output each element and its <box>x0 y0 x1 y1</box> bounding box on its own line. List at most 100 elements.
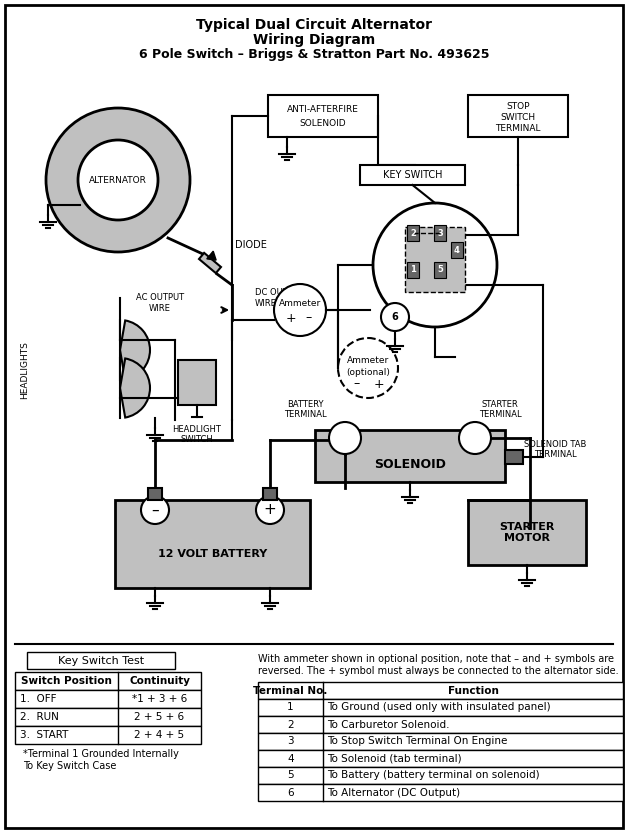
Text: 3: 3 <box>287 736 294 746</box>
Text: HEADLIGHT
SWITCH: HEADLIGHT SWITCH <box>173 425 222 444</box>
Polygon shape <box>207 252 216 260</box>
Text: 6: 6 <box>287 787 294 797</box>
Text: 5: 5 <box>437 266 443 275</box>
Text: STARTER
MOTOR: STARTER MOTOR <box>499 521 555 543</box>
Bar <box>468 500 586 565</box>
Text: SOLENOID: SOLENOID <box>300 118 346 127</box>
Circle shape <box>78 140 158 220</box>
Bar <box>115 500 310 588</box>
Wedge shape <box>120 358 150 417</box>
Text: 2.  RUN: 2. RUN <box>20 712 59 722</box>
Text: +: + <box>374 377 384 391</box>
Text: DIODE: DIODE <box>235 240 267 250</box>
Bar <box>258 750 623 767</box>
Text: DC OUTPUT
WIRE: DC OUTPUT WIRE <box>255 288 304 307</box>
Text: To Ground (used only with insulated panel): To Ground (used only with insulated pane… <box>327 702 551 712</box>
Text: 4: 4 <box>454 246 460 255</box>
Text: Function: Function <box>448 686 499 696</box>
Circle shape <box>338 338 398 398</box>
Bar <box>268 95 378 137</box>
Text: 6: 6 <box>392 312 398 322</box>
Bar <box>258 767 623 784</box>
Text: 1: 1 <box>410 266 416 275</box>
Bar <box>258 682 623 699</box>
Bar <box>258 784 623 801</box>
Text: With ammeter shown in optional position, note that – and + symbols are
reversed.: With ammeter shown in optional position,… <box>258 654 619 676</box>
Text: Key Switch Test: Key Switch Test <box>58 656 144 666</box>
Text: To Stop Switch Terminal On Engine: To Stop Switch Terminal On Engine <box>327 736 507 746</box>
Text: 12 VOLT BATTERY: 12 VOLT BATTERY <box>158 549 267 559</box>
Bar <box>407 262 419 278</box>
Circle shape <box>381 303 409 331</box>
Text: SOLENOID TAB
TERMINAL: SOLENOID TAB TERMINAL <box>524 440 586 460</box>
Text: 6 Pole Switch – Briggs & Stratton Part No. 493625: 6 Pole Switch – Briggs & Stratton Part N… <box>139 48 489 61</box>
Bar <box>258 733 623 750</box>
Bar <box>27 652 175 669</box>
Bar <box>258 699 623 716</box>
Text: STARTER
TERMINAL: STARTER TERMINAL <box>479 400 521 419</box>
Text: KEY SWITCH: KEY SWITCH <box>382 170 442 180</box>
Bar <box>434 262 446 278</box>
Text: +: + <box>286 312 296 325</box>
Bar <box>263 488 277 500</box>
Text: 3.  START: 3. START <box>20 730 68 740</box>
Text: HEADLIGHTS: HEADLIGHTS <box>21 341 30 399</box>
Bar <box>405 227 465 292</box>
Bar <box>434 225 446 241</box>
Text: ANTI-AFTERFIRE: ANTI-AFTERFIRE <box>287 104 359 113</box>
Circle shape <box>459 422 491 454</box>
Bar <box>178 360 216 405</box>
Text: Continuity: Continuity <box>129 676 190 686</box>
Text: 4: 4 <box>287 754 294 764</box>
Bar <box>15 726 201 744</box>
Bar <box>148 488 162 500</box>
Bar <box>315 430 505 482</box>
Text: AC OUTPUT
WIRE: AC OUTPUT WIRE <box>136 293 184 312</box>
Text: –: – <box>151 502 159 517</box>
Bar <box>258 716 623 733</box>
Text: 1: 1 <box>287 702 294 712</box>
Bar <box>15 672 201 690</box>
Text: (optional): (optional) <box>346 367 390 377</box>
Text: +: + <box>264 502 276 517</box>
Bar <box>15 690 201 708</box>
Text: 2 + 5 + 6: 2 + 5 + 6 <box>134 712 185 722</box>
Circle shape <box>373 203 497 327</box>
Text: TERMINAL: TERMINAL <box>495 123 541 132</box>
Bar <box>505 450 523 464</box>
Text: 3: 3 <box>437 228 443 237</box>
Text: 2 + 4 + 5: 2 + 4 + 5 <box>134 730 185 740</box>
Text: *1 + 3 + 6: *1 + 3 + 6 <box>132 694 187 704</box>
Text: Ammeter: Ammeter <box>347 356 389 365</box>
Circle shape <box>141 496 169 524</box>
Text: To Alternator (DC Output): To Alternator (DC Output) <box>327 787 460 797</box>
Bar <box>15 708 201 726</box>
Text: 5: 5 <box>287 771 294 781</box>
Text: Switch Position: Switch Position <box>21 676 112 686</box>
Text: 1.  OFF: 1. OFF <box>20 694 57 704</box>
Bar <box>407 225 419 241</box>
Text: *Terminal 1 Grounded Internally
To Key Switch Case: *Terminal 1 Grounded Internally To Key S… <box>23 749 179 771</box>
Text: Terminal No.: Terminal No. <box>253 686 328 696</box>
Text: STOP: STOP <box>506 102 530 111</box>
Text: Typical Dual Circuit Alternator: Typical Dual Circuit Alternator <box>196 18 432 32</box>
Circle shape <box>256 496 284 524</box>
Text: SOLENOID: SOLENOID <box>374 457 446 471</box>
Bar <box>360 165 465 185</box>
Circle shape <box>46 108 190 252</box>
Text: Ammeter: Ammeter <box>279 298 321 307</box>
Polygon shape <box>199 253 221 273</box>
Text: To Carburetor Solenoid.: To Carburetor Solenoid. <box>327 720 450 730</box>
Text: SWITCH: SWITCH <box>501 112 536 122</box>
Text: 2: 2 <box>410 228 416 237</box>
Text: ALTERNATOR: ALTERNATOR <box>89 176 147 184</box>
Circle shape <box>329 422 361 454</box>
Text: BATTERY
TERMINAL: BATTERY TERMINAL <box>284 400 327 419</box>
Text: To Battery (battery terminal on solenoid): To Battery (battery terminal on solenoid… <box>327 771 539 781</box>
Bar <box>468 95 568 137</box>
Circle shape <box>274 284 326 336</box>
Text: 2: 2 <box>287 720 294 730</box>
Text: To Solenoid (tab terminal): To Solenoid (tab terminal) <box>327 754 462 764</box>
Text: Wiring Diagram: Wiring Diagram <box>253 33 375 47</box>
Text: –: – <box>354 377 360 391</box>
